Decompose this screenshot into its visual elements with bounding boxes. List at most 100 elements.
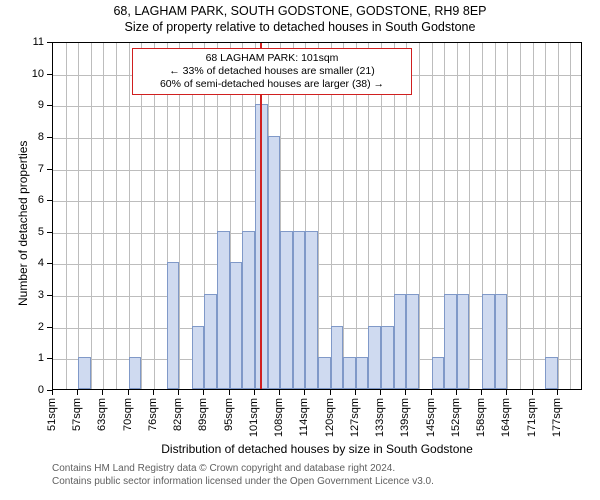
x-tick (178, 390, 179, 395)
grid-line-horizontal (53, 138, 581, 139)
x-tick (532, 390, 533, 395)
x-tick-label: 82sqm (172, 398, 184, 431)
x-tick (52, 390, 53, 395)
histogram-bar (167, 262, 180, 389)
x-tick (456, 390, 457, 395)
x-tick-label: 101sqm (248, 398, 260, 437)
grid-line-vertical (507, 43, 508, 389)
x-tick-label: 158sqm (475, 398, 487, 437)
grid-line-vertical (545, 43, 546, 389)
histogram-bar (318, 357, 331, 389)
footer-attribution: Contains HM Land Registry data © Crown c… (52, 462, 434, 488)
grid-line-vertical (469, 43, 470, 389)
histogram-bar (482, 294, 495, 389)
annotation-box: 68 LAGHAM PARK: 101sqm ← 33% of detached… (132, 48, 412, 95)
x-tick-label: 139sqm (399, 398, 411, 437)
x-tick-label: 57sqm (71, 398, 83, 431)
y-tick-label: 11 (14, 36, 44, 48)
x-tick (128, 390, 129, 395)
y-tick (47, 42, 52, 43)
grid-line-vertical (103, 43, 104, 389)
x-tick (380, 390, 381, 395)
grid-line-vertical (116, 43, 117, 389)
chart-subtitle: Size of property relative to detached ho… (0, 20, 600, 34)
grid-line-vertical (520, 43, 521, 389)
x-tick-label: 70sqm (122, 398, 134, 431)
x-tick (203, 390, 204, 395)
y-tick-label: 10 (14, 68, 44, 80)
x-tick (506, 390, 507, 395)
x-tick (330, 390, 331, 395)
histogram-bar (381, 326, 394, 389)
histogram-bar (293, 231, 306, 389)
y-tick (47, 358, 52, 359)
grid-line-vertical (78, 43, 79, 389)
grid-line-horizontal (53, 170, 581, 171)
grid-line-vertical (558, 43, 559, 389)
histogram-bar (545, 357, 558, 389)
grid-line-vertical (129, 43, 130, 389)
y-tick-label: 1 (14, 352, 44, 364)
y-tick-label: 0 (14, 384, 44, 396)
histogram-bar (444, 294, 457, 389)
histogram-bar (280, 231, 293, 389)
y-tick-label: 7 (14, 163, 44, 175)
chart-container: { "title": "68, LAGHAM PARK, SOUTH GODST… (0, 0, 600, 500)
x-tick (557, 390, 558, 395)
y-tick (47, 200, 52, 201)
grid-line-vertical (419, 43, 420, 389)
grid-line-horizontal (53, 201, 581, 202)
histogram-bar (217, 231, 230, 389)
x-tick (153, 390, 154, 395)
y-tick-label: 8 (14, 131, 44, 143)
grid-line-vertical (91, 43, 92, 389)
x-axis-label: Distribution of detached houses by size … (52, 442, 582, 456)
y-tick-label: 5 (14, 226, 44, 238)
y-tick (47, 74, 52, 75)
x-tick (254, 390, 255, 395)
histogram-bar (457, 294, 470, 389)
histogram-bar (432, 357, 445, 389)
footer-line-1: Contains HM Land Registry data © Crown c… (52, 462, 434, 475)
chart-title: 68, LAGHAM PARK, SOUTH GODSTONE, GODSTON… (0, 4, 600, 18)
histogram-bar (78, 357, 91, 389)
x-tick-label: 152sqm (450, 398, 462, 437)
histogram-bar (331, 326, 344, 389)
y-tick-label: 2 (14, 321, 44, 333)
x-tick-label: 89sqm (197, 398, 209, 431)
y-tick (47, 232, 52, 233)
x-tick (77, 390, 78, 395)
y-tick-label: 9 (14, 99, 44, 111)
footer-line-2: Contains public sector information licen… (52, 475, 434, 488)
y-tick (47, 137, 52, 138)
histogram-bar (192, 326, 205, 389)
x-tick-label: 95sqm (223, 398, 235, 431)
histogram-bar (230, 262, 243, 389)
x-tick-label: 171sqm (526, 398, 538, 437)
histogram-bar (268, 136, 281, 389)
x-tick-label: 63sqm (96, 398, 108, 431)
histogram-bar (394, 294, 407, 389)
y-tick (47, 295, 52, 296)
x-tick-label: 120sqm (324, 398, 336, 437)
x-tick (229, 390, 230, 395)
x-tick-label: 133sqm (374, 398, 386, 437)
x-tick-label: 177sqm (551, 398, 563, 437)
x-tick (431, 390, 432, 395)
grid-line-vertical (570, 43, 571, 389)
x-tick (405, 390, 406, 395)
grid-line-horizontal (53, 106, 581, 107)
y-tick (47, 105, 52, 106)
annotation-line-1: 68 LAGHAM PARK: 101sqm (139, 52, 405, 65)
y-tick-label: 4 (14, 257, 44, 269)
x-tick-label: 145sqm (425, 398, 437, 437)
histogram-bar (343, 357, 356, 389)
x-tick-label: 51sqm (46, 398, 58, 431)
histogram-bar (356, 357, 369, 389)
x-tick-label: 127sqm (349, 398, 361, 437)
x-tick (102, 390, 103, 395)
annotation-line-3: 60% of semi-detached houses are larger (… (139, 78, 405, 91)
x-tick-label: 164sqm (500, 398, 512, 437)
annotation-line-2: ← 33% of detached houses are smaller (21… (139, 65, 405, 78)
x-tick-label: 76sqm (147, 398, 159, 431)
